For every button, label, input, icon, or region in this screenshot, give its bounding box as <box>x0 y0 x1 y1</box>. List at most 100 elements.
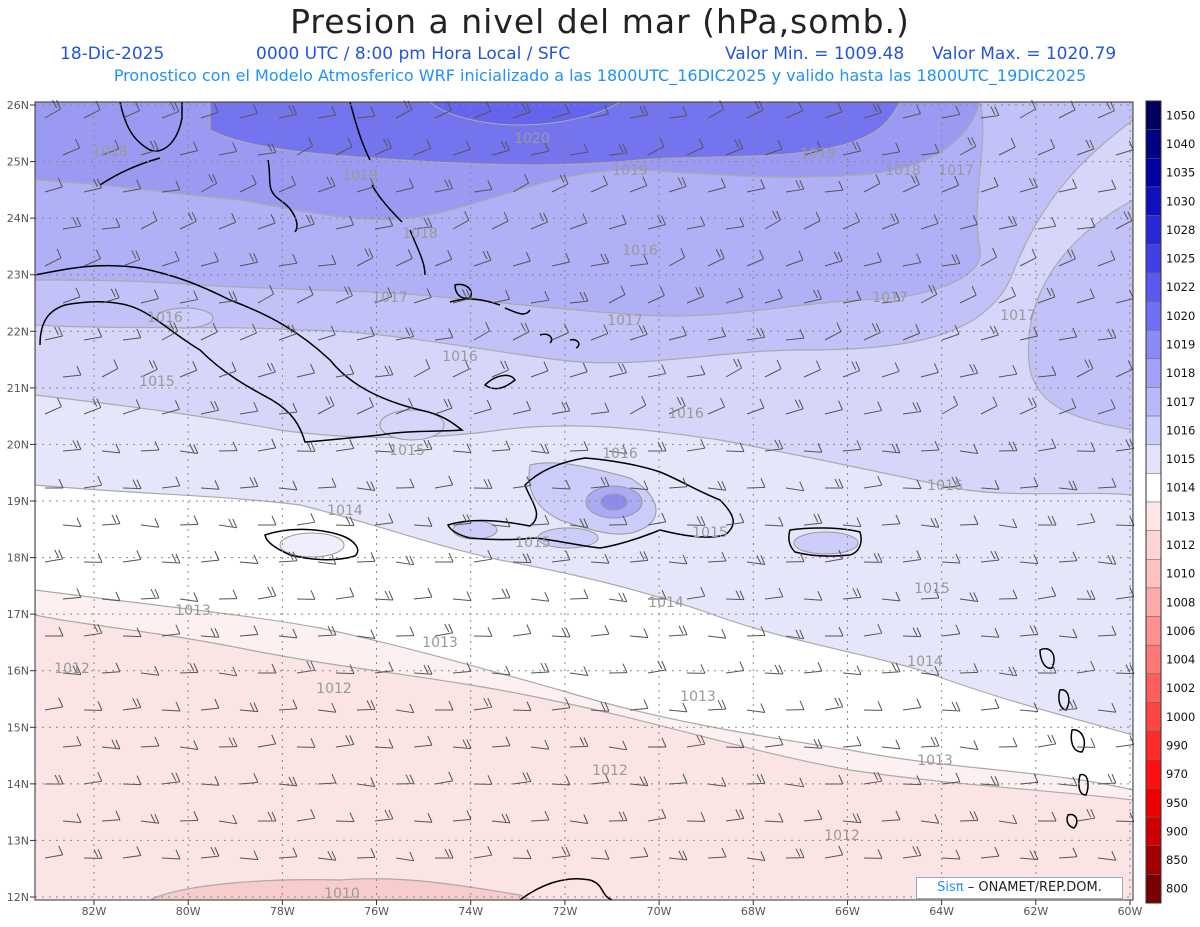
contour-label: 1013 <box>422 635 458 651</box>
wind-barb <box>803 661 823 674</box>
lon-label: 70W <box>647 905 672 918</box>
colorbar-swatch <box>1145 644 1162 675</box>
wind-barb <box>764 812 784 823</box>
colorbar-swatch <box>1145 759 1162 789</box>
coast-south-america <box>519 878 613 900</box>
wind-barb <box>335 439 355 452</box>
wind-barb <box>920 665 940 676</box>
wind-barb <box>239 401 259 415</box>
wind-barb <box>257 213 276 230</box>
wind-barb <box>1019 177 1038 193</box>
wind-barb <box>1097 773 1117 785</box>
colorbar-label: 1014 <box>1166 481 1195 495</box>
wind-barb <box>512 624 532 637</box>
wind-barb <box>824 180 844 193</box>
wind-barb <box>998 441 1018 452</box>
wind-barb <box>1076 512 1096 526</box>
contour-label: 1015 <box>515 535 551 551</box>
wind-barb <box>551 103 570 119</box>
wind-barb <box>629 325 648 341</box>
wind-barb <box>551 698 571 711</box>
contour-label: 1014 <box>648 595 684 611</box>
wind-barb <box>356 700 376 711</box>
wind-barb <box>335 286 353 304</box>
wind-barb <box>512 322 530 341</box>
wind-barb <box>725 809 745 822</box>
wind-barb <box>707 248 725 267</box>
colorbar-label: 1035 <box>1166 166 1195 180</box>
lat-label: 16N <box>7 665 29 678</box>
wind-barb <box>473 321 491 341</box>
colorbar-label: 850 <box>1166 853 1188 867</box>
wind-barb <box>941 254 961 267</box>
wind-barb <box>317 477 337 489</box>
wind-barb <box>1058 249 1076 267</box>
wind-barb <box>335 664 355 675</box>
wind-barb <box>218 737 238 748</box>
wind-barb <box>803 140 822 156</box>
wind-barb <box>1019 773 1039 785</box>
wind-barb <box>569 814 589 825</box>
wind-barb <box>707 628 727 639</box>
wind-barb <box>218 589 238 600</box>
wind-barb <box>200 174 218 193</box>
wind-barb <box>200 846 220 859</box>
contour-label: 1016 <box>147 310 183 326</box>
wind-barb <box>122 775 142 786</box>
wind-barb <box>317 773 337 785</box>
colorbar-swatch <box>1145 473 1162 503</box>
wind-barb <box>647 512 667 526</box>
wind-barb <box>395 774 415 785</box>
wind-barb <box>668 702 688 713</box>
wind-barb <box>764 439 784 452</box>
lat-label: 24N <box>7 212 29 225</box>
wind-barb <box>668 554 688 565</box>
coast-florida <box>119 102 183 152</box>
wind-barb <box>590 772 610 785</box>
wind-barb <box>296 808 316 822</box>
wind-barb <box>902 104 921 119</box>
wind-barb <box>998 364 1018 378</box>
wind-barb <box>959 592 979 603</box>
wind-barb <box>435 848 454 859</box>
colorbar-border <box>1145 100 1162 904</box>
wind-barb <box>590 624 610 637</box>
lon-label: 78W <box>270 905 295 918</box>
wind-barb <box>980 106 1000 119</box>
wind-barb <box>824 322 842 341</box>
wind-barb <box>317 176 336 193</box>
wind-barb <box>842 361 861 378</box>
contour-label: 1017 <box>372 290 408 306</box>
wind-barb <box>161 553 181 564</box>
wind-barb <box>920 517 940 528</box>
wind-barb <box>140 588 160 600</box>
wind-barb <box>668 625 688 637</box>
wind-barb <box>1019 702 1039 713</box>
wind-barb <box>707 480 727 491</box>
wind-barb <box>62 440 82 452</box>
wind-barb <box>179 811 199 822</box>
wind-barb <box>551 323 569 341</box>
lat-label: 12N <box>7 891 29 904</box>
wind-barb <box>395 178 414 193</box>
wind-barb <box>179 361 198 378</box>
wind-barb <box>551 627 571 638</box>
wind-barb <box>335 812 355 823</box>
lat-label: 26N <box>7 99 29 112</box>
wind-barb <box>1037 216 1057 230</box>
wind-barb <box>1076 738 1096 748</box>
wind-barb <box>863 323 881 341</box>
wind-barb <box>746 851 766 862</box>
wind-barb <box>413 139 432 156</box>
wind-barb <box>44 248 62 267</box>
colorbar-swatch <box>1145 301 1162 331</box>
high-puerto-rico <box>793 531 859 555</box>
wind-barb <box>668 326 687 341</box>
wind-barb <box>824 697 844 711</box>
wind-barb <box>842 736 862 748</box>
wind-barb <box>413 587 433 600</box>
wind-barb <box>140 665 160 676</box>
wind-barb <box>161 322 179 341</box>
wind-barb <box>278 699 298 711</box>
wind-barb <box>239 625 259 637</box>
